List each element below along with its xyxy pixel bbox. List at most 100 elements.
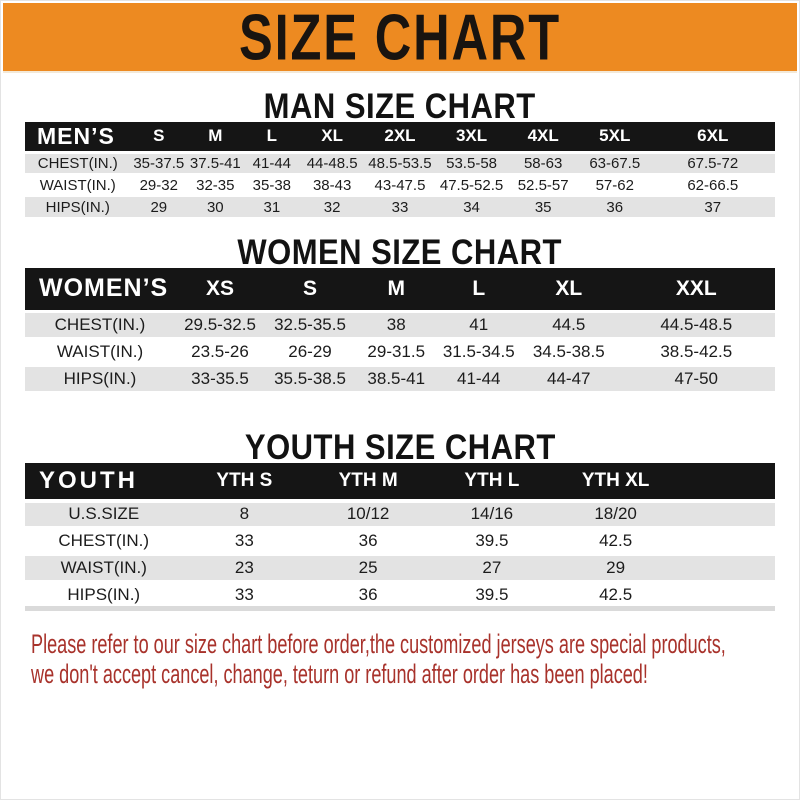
size-cell: 29 [130, 195, 188, 219]
size-cell: 35.5-38.5 [265, 363, 355, 394]
filler-cell [678, 582, 776, 609]
women-size-table: WOMEN’S XS S M L XL XXL CHEST(IN.) 29.5-… [25, 268, 775, 394]
size-cell: 39.5 [475, 584, 509, 604]
row-label: CHEST(IN.) [25, 151, 131, 175]
women-col-header: XL [520, 268, 618, 313]
size-cell: 23.5-26 [191, 341, 249, 361]
youth-header-row: YOUTH YTH S YTH M YTH L YTH XL [25, 462, 775, 503]
size-cell: 38.5-42.5 [660, 341, 733, 361]
women-section-heading-text: WOMEN SIZE CHART [237, 231, 563, 272]
men-corner-label: MEN’S [25, 122, 131, 154]
youth-chest-row: CHEST(IN.) 33 36 39.5 42.5 [25, 528, 775, 555]
man-section-heading-text: MAN SIZE CHART [264, 85, 536, 126]
youth-section-heading: YOUTH SIZE CHART [1, 428, 799, 464]
size-cell: 37.5-41 [187, 151, 244, 175]
men-col-header: L [243, 122, 301, 154]
size-cell: 62-66.5 [687, 176, 739, 194]
size-cell: 18/20 [553, 499, 678, 529]
man-section-heading: MAN SIZE CHART [1, 85, 799, 126]
size-cell: 32-35 [196, 176, 235, 194]
women-waist-row: WAIST(IN.) 23.5-26 26-29 29-31.5 31.5-34… [25, 338, 775, 365]
size-cell: 38-43 [312, 176, 352, 194]
youth-ussize-row: U.S.SIZE 8 10/12 14/16 18/20 [25, 499, 775, 529]
men-chest-row: CHEST(IN.) 35-37.5 37.5-41 41-44 44-48.5… [25, 151, 775, 175]
men-waist-row: WAIST(IN.) 29-32 32-35 35-38 38-43 43-47… [25, 174, 775, 196]
size-cell: 42.5 [599, 531, 633, 551]
women-section-heading: WOMEN SIZE CHART [1, 231, 799, 272]
men-col-header: M [187, 122, 244, 154]
row-label: CHEST(IN.) [25, 309, 175, 340]
youth-waist-row: WAIST(IN.) 23 25 27 29 [25, 553, 775, 583]
size-cell: 53.5-58 [435, 151, 508, 175]
men-col-header: XL [300, 122, 365, 154]
youth-hips-row: HIPS(IN.) 33 36 39.5 42.5 [25, 582, 775, 609]
size-cell: 34 [435, 195, 508, 219]
youth-size-table: YOUTH YTH S YTH M YTH L YTH XL U.S.SIZE … [25, 462, 775, 611]
size-cell: 34.5-38.5 [532, 341, 605, 361]
size-cell: 36 [358, 584, 378, 604]
size-cell: 25 [306, 553, 430, 583]
youth-col-header: YTH L [430, 462, 554, 503]
filler-cell [677, 462, 775, 503]
size-cell: 44.5 [520, 309, 618, 340]
size-cell: 35 [507, 195, 579, 219]
youth-col-header: YTH S [182, 462, 307, 503]
youth-col-header: YTH M [306, 462, 430, 503]
size-cell: 42.5 [599, 584, 633, 604]
men-col-header: 3XL [435, 122, 508, 154]
size-cell: 41 [437, 309, 520, 340]
size-cell: 44.5-48.5 [617, 309, 775, 340]
size-cell: 44-48.5 [300, 151, 365, 175]
size-cell: 30 [187, 195, 244, 219]
filler-cell [678, 528, 776, 555]
men-col-header: 4XL [507, 122, 579, 154]
row-label: WAIST(IN.) [39, 176, 116, 194]
size-cell: 41-44 [437, 363, 520, 394]
size-cell: 35-37.5 [130, 151, 188, 175]
women-col-header: M [355, 268, 438, 313]
size-cell: 29 [553, 553, 678, 583]
size-cell: 43-47.5 [374, 176, 426, 194]
women-col-header: L [437, 268, 520, 313]
youth-corner-label: YOUTH [25, 462, 183, 503]
size-cell: 58-63 [507, 151, 579, 175]
men-col-header: 6XL [650, 122, 775, 154]
women-col-header: XS [175, 268, 265, 313]
size-cell: 36 [358, 531, 378, 551]
size-cell: 57-62 [595, 176, 634, 194]
row-label: WAIST(IN.) [56, 341, 144, 361]
size-cell: 33 [364, 195, 436, 219]
size-cell: 63-67.5 [578, 151, 651, 175]
size-cell: 38.5-41 [355, 363, 438, 394]
row-label: HIPS(IN.) [67, 584, 141, 604]
men-col-header: 2XL [364, 122, 436, 154]
size-cell: 47.5-52.5 [439, 176, 504, 194]
size-cell: 10/12 [306, 499, 430, 529]
row-label: HIPS(IN.) [25, 363, 175, 394]
row-label: U.S.SIZE [25, 499, 183, 529]
size-cell: 36 [578, 195, 651, 219]
size-chart-banner: SIZE CHART [3, 1, 797, 74]
women-hips-row: HIPS(IN.) 33-35.5 35.5-38.5 38.5-41 41-4… [25, 363, 775, 394]
women-chest-row: CHEST(IN.) 29.5-32.5 32.5-35.5 38 41 44.… [25, 309, 775, 340]
men-size-table: MEN’S S M L XL 2XL 3XL 4XL 5XL 6XL CHEST… [25, 122, 775, 219]
women-col-header: S [265, 268, 355, 313]
size-cell: 29-32 [139, 176, 178, 194]
size-cell: 29-31.5 [367, 341, 426, 361]
size-cell: 35-38 [252, 176, 292, 194]
size-cell: 37 [650, 195, 775, 219]
women-corner-label: WOMEN’S [25, 268, 175, 313]
youth-col-header: YTH XL [553, 462, 678, 503]
size-cell: 67.5-72 [650, 151, 775, 175]
size-cell: 26-29 [288, 341, 332, 361]
size-cell: 23 [182, 553, 307, 583]
men-col-header: S [130, 122, 188, 154]
size-cell: 32 [300, 195, 365, 219]
footer-note: Please refer to our size chart before or… [31, 629, 799, 689]
size-cell: 29.5-32.5 [175, 309, 265, 340]
men-col-header: 5XL [578, 122, 651, 154]
women-col-header: XXL [617, 268, 775, 313]
size-cell: 14/16 [430, 499, 554, 529]
footer-note-line2: we don't accept cancel, change, teturn o… [31, 659, 648, 689]
